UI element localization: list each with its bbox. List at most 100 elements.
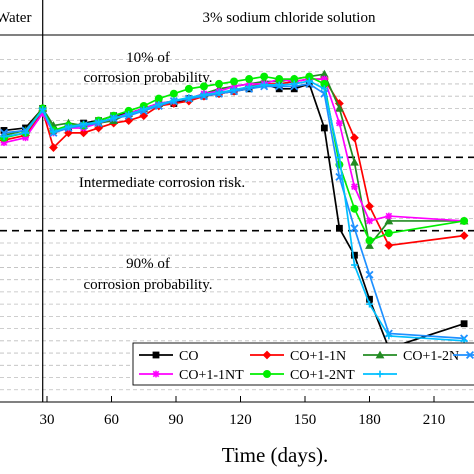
region-label-water: Water <box>0 10 31 26</box>
data-point <box>290 75 299 84</box>
data-point <box>305 72 314 81</box>
annotation-high-risk-line1: 90% of <box>126 256 170 272</box>
data-point <box>199 82 208 91</box>
data-point <box>0 128 9 137</box>
annotation-intermediate: Intermediate corrosion risk. <box>79 175 245 191</box>
data-point <box>351 183 358 191</box>
annotation-low-risk-line2: corrosion probability. <box>83 70 212 86</box>
data-point <box>260 81 268 89</box>
x-tick-label: 150 <box>294 412 317 428</box>
series-line <box>3 78 465 222</box>
data-point <box>140 105 148 113</box>
data-point <box>39 105 47 113</box>
x-tick-label: 90 <box>169 412 184 428</box>
data-point <box>366 217 373 225</box>
plot-frame <box>0 34 474 403</box>
data-point <box>64 128 73 138</box>
data-point <box>170 97 178 104</box>
data-point <box>384 216 394 225</box>
data-point <box>336 153 343 161</box>
data-point <box>320 79 329 88</box>
data-point <box>350 224 359 233</box>
data-point <box>125 110 133 118</box>
legend-swatch-marker <box>262 350 272 360</box>
data-point <box>245 83 253 91</box>
data-point <box>460 216 469 225</box>
data-point <box>320 124 328 132</box>
legend-item: CO+1-2N <box>363 349 459 364</box>
series-line <box>3 73 465 248</box>
region-label-nacl: 3% sodium chloride solution <box>203 10 376 26</box>
legend-label: CO <box>179 349 198 364</box>
legend-swatch-marker <box>375 350 385 359</box>
data-point <box>155 101 163 108</box>
legend-item: CO <box>139 349 198 364</box>
legend-swatch-marker <box>376 370 384 378</box>
x-axis-ticks: 30 60 90 120 150 180 210 <box>40 396 446 428</box>
legend-box <box>132 342 474 386</box>
legend-label: CO+1-2N <box>403 349 459 364</box>
legend-item: CO+1-1NT <box>139 368 244 383</box>
data-point <box>154 94 163 103</box>
x-axis-label: Time (days). <box>222 443 329 467</box>
x-tick-label: 210 <box>423 412 446 428</box>
data-point <box>460 320 468 328</box>
legend-label: CO+1-1NT <box>179 368 244 383</box>
series-line <box>3 83 465 340</box>
legend-swatch-marker <box>152 351 160 359</box>
data-point <box>22 129 29 137</box>
series-7 <box>0 77 468 345</box>
data-point <box>230 77 239 86</box>
data-point <box>366 300 373 308</box>
data-point <box>384 241 394 250</box>
data-point <box>385 212 393 220</box>
data-point <box>95 118 102 126</box>
data-point <box>365 241 374 249</box>
x-tick-label: 30 <box>40 412 55 428</box>
data-point <box>351 261 358 269</box>
data-point <box>350 157 359 166</box>
data-point <box>320 85 328 93</box>
data-point <box>366 295 373 303</box>
data-point <box>65 123 72 131</box>
data-point <box>275 81 283 89</box>
annotation-low-risk-line1: 10% of <box>126 50 170 66</box>
data-point <box>365 270 374 279</box>
data-point <box>230 86 238 94</box>
legend-label: CO+1-1N <box>290 349 346 364</box>
legend-item: CO+1-2NT <box>453 350 474 360</box>
series-4 <box>0 75 468 225</box>
x-tick-label: 120 <box>229 412 252 428</box>
data-point <box>385 332 393 340</box>
data-point <box>319 69 329 78</box>
series-3 <box>0 69 469 249</box>
data-point <box>275 75 284 84</box>
data-point <box>200 91 208 99</box>
data-point <box>350 204 359 213</box>
legend-item: CO+1-2NT <box>250 368 355 383</box>
series-6 <box>0 79 469 343</box>
data-point <box>50 128 57 136</box>
data-point <box>49 143 58 152</box>
data-point <box>365 201 374 211</box>
data-point <box>365 236 374 245</box>
data-point <box>245 75 254 84</box>
data-point <box>305 77 313 85</box>
data-point <box>215 89 223 97</box>
data-point <box>110 114 118 122</box>
legend-swatch-marker <box>465 350 474 360</box>
x-tick-label: 60 <box>104 412 119 428</box>
legend-swatch-marker <box>263 370 271 378</box>
data-point <box>0 127 8 134</box>
legend-item <box>363 370 397 378</box>
data-point <box>384 229 393 238</box>
data-point <box>169 89 178 98</box>
data-point <box>459 231 469 241</box>
data-point <box>290 85 298 93</box>
data-point <box>335 104 344 112</box>
data-point <box>94 123 103 133</box>
data-point <box>215 79 223 88</box>
legend-label: CO+1-2NT <box>290 368 355 383</box>
data-point <box>184 84 193 93</box>
